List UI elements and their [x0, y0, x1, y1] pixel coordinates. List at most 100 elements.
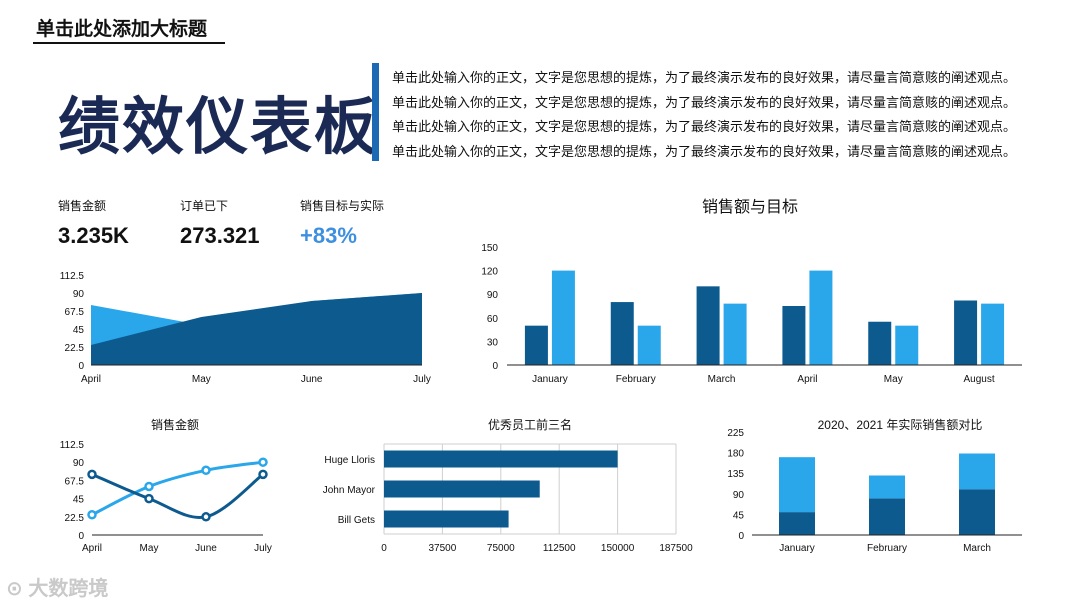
x-tick-label: March [963, 543, 991, 554]
title-underline [33, 42, 225, 44]
hbar [384, 480, 540, 498]
y-tick-label: 180 [727, 449, 744, 460]
stacked-bar-segment [959, 453, 995, 490]
bar [809, 270, 833, 365]
watermark: ⊙ 大数跨境 [6, 572, 108, 601]
kpi-value-target: +83% [300, 223, 357, 248]
bar [868, 321, 892, 365]
bar [637, 325, 661, 365]
x-tick-label: 112500 [543, 543, 576, 554]
y-tick-label: 90 [733, 490, 745, 501]
y-tick-label: 90 [73, 458, 85, 469]
x-tick-label: July [254, 543, 272, 554]
y-tick-label: 67.5 [65, 476, 85, 487]
line-series-0 [91, 460, 264, 517]
stacked-bar-segment [779, 512, 815, 535]
bar [782, 306, 806, 365]
line-point [258, 457, 268, 467]
y-tick-label: 22.5 [65, 513, 85, 524]
stacked-chart-title: 2020、2021 年实际销售额对比 [817, 418, 983, 432]
y-category-label: Huge Lloris [324, 455, 375, 466]
area-chart: 0 22.5 45 67.5 90 112.5 April May June July [60, 271, 431, 385]
body-line: 单击此处输入你的正文，文字是您思想的提炼，为了最终演示发布的良好效果，请尽量言简… [392, 119, 1017, 134]
x-tick-label: June [301, 374, 323, 385]
y-tick-label: 112.5 [60, 271, 85, 282]
y-category-label: John Mayor [323, 485, 376, 496]
line-point [87, 510, 97, 520]
stacked-bar-segment [959, 489, 995, 535]
y-tick-label: 67.5 [65, 307, 85, 318]
y-tick-label: 112.5 [60, 440, 85, 451]
accent-bar [372, 63, 379, 161]
y-tick-label: 22.5 [65, 343, 85, 354]
x-tick-label: January [532, 374, 568, 385]
bar [954, 300, 978, 365]
y-tick-label: 60 [487, 314, 499, 325]
x-tick-label: June [195, 543, 217, 554]
hbar-chart-title: 优秀员工前三名 [487, 418, 572, 432]
bar [696, 286, 720, 365]
line-chart-title: 销售金额 [150, 418, 199, 432]
stacked-chart: 0 45 90 135 180 225 January February March [727, 428, 1022, 554]
line-chart: 0 22.5 45 67.5 90 112.5 April May June July [60, 440, 272, 554]
y-tick-label: 120 [481, 267, 498, 278]
line-point [144, 481, 154, 492]
stacked-bar-segment [869, 475, 905, 499]
y-tick-label: 45 [73, 495, 85, 506]
kpi-label-sales: 销售金额 [58, 199, 107, 213]
y-tick-label: 135 [727, 469, 744, 480]
y-tick-label: 0 [78, 361, 84, 372]
kpi-label-orders: 订单已下 [180, 199, 229, 213]
line-point [201, 512, 211, 522]
bar [524, 325, 548, 365]
x-tick-label: August [964, 374, 995, 385]
bar [551, 270, 575, 365]
body-line: 单击此处输入你的正文，文字是您思想的提炼，为了最终演示发布的良好效果，请尽量言简… [392, 143, 1017, 159]
y-tick-label: 45 [733, 510, 745, 521]
body-text: 单击此处输入你的正文，文字是您思想的提炼，为了最终演示发布的良好效果，请尽量言简… [392, 66, 1072, 164]
stacked-bar-segment [779, 457, 815, 513]
line-point [87, 469, 97, 480]
bar [723, 303, 747, 365]
y-tick-label: 90 [487, 290, 499, 301]
line-point [201, 465, 211, 476]
hbar-chart: 0 37500 75000 112500 150000 187500 Huge Lloris… [323, 443, 693, 554]
line-series-1 [91, 472, 264, 519]
x-tick-label: February [867, 543, 907, 554]
x-tick-label: 187500 [659, 543, 693, 554]
bar [895, 325, 919, 365]
main-title: 绩效仪表板 [58, 93, 379, 162]
y-tick-label: 150 [481, 243, 498, 254]
x-tick-label: 75000 [487, 543, 515, 554]
x-tick-label: 37500 [428, 543, 456, 554]
hbar [384, 450, 618, 468]
y-tick-label: 0 [492, 361, 498, 372]
x-tick-label: 0 [381, 543, 387, 554]
y-tick-label: 0 [738, 531, 744, 542]
body-line: 单击此处输入你的正文，文字是您思想的提炼，为了最终演示发布的良好效果，请尽量言简… [392, 94, 1017, 110]
y-tick-label: 0 [78, 531, 84, 542]
watermark-logo-icon: ⊙ [6, 578, 23, 600]
x-tick-label: May [140, 543, 159, 554]
line-point [258, 469, 268, 480]
y-tick-label: 225 [727, 428, 744, 439]
kpi-value-orders: 273.321 [180, 223, 260, 248]
bar [981, 303, 1005, 365]
stacked-bar-segment [869, 498, 905, 535]
watermark-text: 大数跨境 [28, 578, 109, 600]
x-tick-label: April [797, 374, 817, 385]
area-series-1 [91, 293, 422, 365]
x-tick-label: February [616, 374, 656, 385]
x-tick-label: May [192, 374, 211, 385]
x-tick-label: April [81, 374, 101, 385]
y-tick-label: 30 [487, 337, 499, 348]
y-category-label: Bill Gets [338, 515, 375, 526]
bar [610, 302, 634, 365]
x-tick-label: 150000 [601, 543, 635, 554]
hbar [384, 510, 509, 528]
kpi-label-target: 销售目标与实际 [300, 199, 385, 213]
bar-chart-title: 销售额与目标 [701, 199, 798, 216]
slide-title: 单击此处添加大标题 [36, 19, 208, 40]
line-point [144, 493, 154, 504]
